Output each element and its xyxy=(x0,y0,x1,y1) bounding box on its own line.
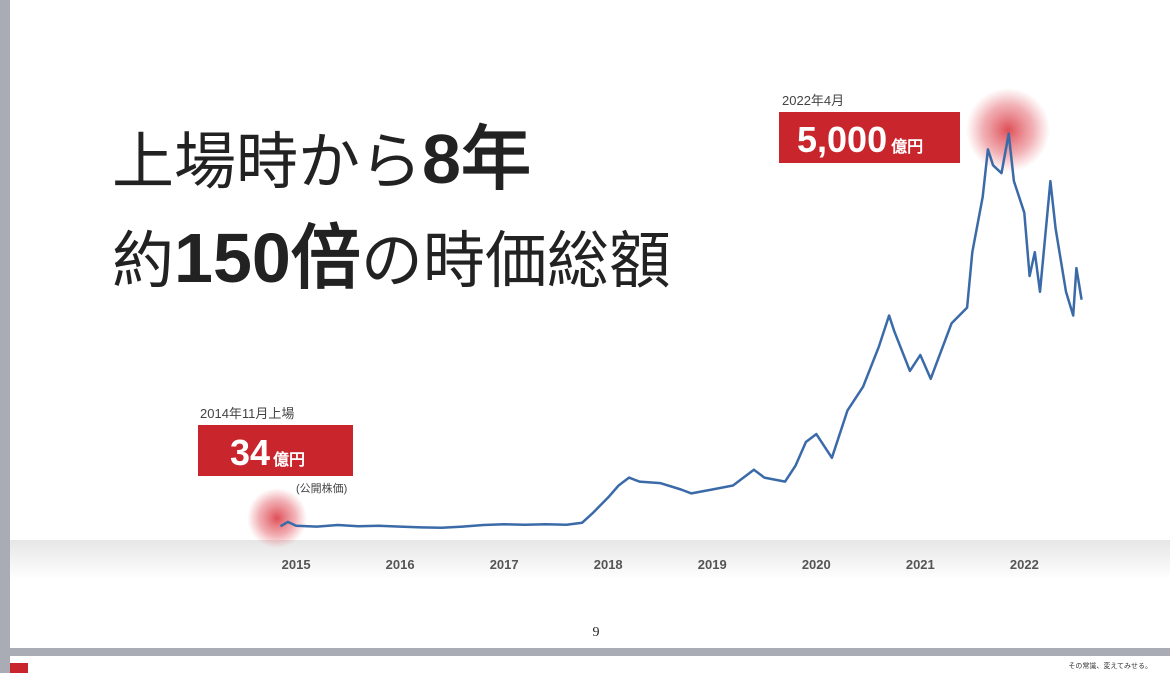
annotation-label: 2014年11月上場 xyxy=(200,406,294,421)
annotation-box xyxy=(779,112,960,163)
x-tick-label: 2022 xyxy=(1010,557,1039,572)
x-tick-label: 2018 xyxy=(594,557,623,572)
headline-emphasis: 8年 xyxy=(422,120,531,198)
headline-text: 上場時から xyxy=(112,128,422,197)
x-tick-label: 2017 xyxy=(490,557,519,572)
page-number: 9 xyxy=(593,625,600,640)
headline-line: 約150倍の時価総額 xyxy=(112,219,671,297)
footer-text: その常識、変えてみせる。 xyxy=(1068,661,1152,670)
left-strip xyxy=(0,0,10,673)
headline-text: の時価総額 xyxy=(361,227,671,296)
series-line xyxy=(279,132,1083,530)
x-tick-label: 2019 xyxy=(698,557,727,572)
x-tick-label: 2016 xyxy=(386,557,415,572)
start-highlight xyxy=(247,488,307,548)
annotation-label: 2022年4月 xyxy=(782,93,844,108)
headline-line: 上場時から8年 xyxy=(112,120,531,198)
annotation-number: 34 xyxy=(230,432,270,473)
annotation-value: 5,000 億円 xyxy=(797,119,923,160)
annotation-value: 34 億円 xyxy=(230,432,305,473)
annotation-unit: 億円 xyxy=(273,450,305,469)
annotation-unit: 億円 xyxy=(891,137,923,156)
annotation-note: (公開株価) xyxy=(296,481,347,495)
annotation-box xyxy=(198,425,353,476)
page-divider xyxy=(10,648,1170,656)
annotation-number: 5,000 xyxy=(797,119,887,160)
axis-band xyxy=(10,540,1170,580)
peak-highlight xyxy=(966,88,1050,172)
x-tick-label: 2015 xyxy=(282,557,311,572)
footer-mark xyxy=(10,663,28,673)
x-tick-label: 2020 xyxy=(802,557,831,572)
x-tick-label: 2021 xyxy=(906,557,935,572)
headline-text: 約 xyxy=(112,227,174,296)
headline-emphasis: 150倍 xyxy=(174,219,361,297)
